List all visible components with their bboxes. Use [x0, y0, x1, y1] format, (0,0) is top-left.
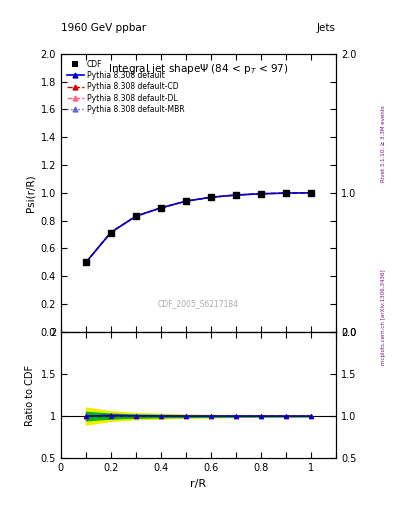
Text: CDF_2005_S6217184: CDF_2005_S6217184: [158, 300, 239, 309]
Y-axis label: Psi(r/R): Psi(r/R): [25, 174, 35, 211]
Legend: CDF, Pythia 8.308 default, Pythia 8.308 default-CD, Pythia 8.308 default-DL, Pyt: CDF, Pythia 8.308 default, Pythia 8.308 …: [65, 57, 187, 116]
Text: Integral jet shapeΨ (84 < p$_T$ < 97): Integral jet shapeΨ (84 < p$_T$ < 97): [108, 62, 289, 76]
Text: mcplots.cern.ch [arXiv:1306.3436]: mcplots.cern.ch [arXiv:1306.3436]: [381, 270, 386, 365]
Text: Jets: Jets: [317, 23, 336, 33]
Y-axis label: Ratio to CDF: Ratio to CDF: [25, 365, 35, 425]
X-axis label: r/R: r/R: [190, 479, 207, 488]
Text: Rivet 3.1.10, ≥ 3.3M events: Rivet 3.1.10, ≥ 3.3M events: [381, 105, 386, 182]
Text: 1960 GeV ppbar: 1960 GeV ppbar: [61, 23, 146, 33]
